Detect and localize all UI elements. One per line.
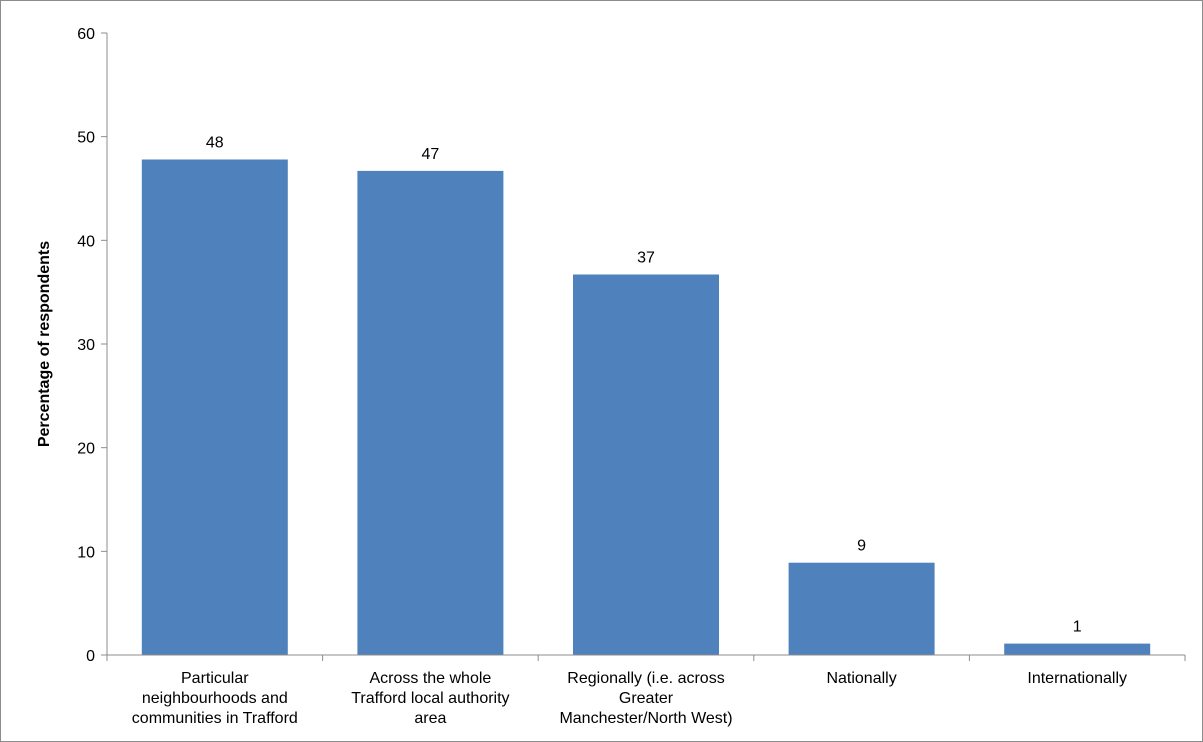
x-tick-label-1: Across the whole Trafford local authority… xyxy=(351,670,509,727)
x-tick-label-line: Trafford local authority xyxy=(351,690,509,707)
x-tick-label-line: Manchester/North West) xyxy=(559,710,732,727)
axes-group xyxy=(101,32,1186,661)
y-axis-title: Percentage of respondents xyxy=(36,241,53,447)
x-tick-label-line: Internationally xyxy=(1027,670,1127,687)
bars-group xyxy=(141,159,1151,655)
x-tick-label-line: Across the whole xyxy=(369,670,491,687)
y-tick-label-6: 60 xyxy=(77,26,95,43)
x-tick-label-line: Nationally xyxy=(826,670,896,687)
data-label-2: 37 xyxy=(637,250,655,267)
data-label-0: 48 xyxy=(206,135,224,152)
bar-0 xyxy=(141,159,288,655)
y-tick-label-0: 0 xyxy=(86,648,95,665)
bar-2 xyxy=(573,274,719,655)
bar-4 xyxy=(1004,643,1151,655)
x-tick-label-line: area xyxy=(414,710,446,727)
x-tick-label-line: neighbourhoods and xyxy=(142,690,288,707)
bar-3 xyxy=(788,562,935,655)
y-tick-label-5: 50 xyxy=(77,130,95,147)
bar-1 xyxy=(357,170,504,655)
data-label-4: 1 xyxy=(1073,619,1082,636)
y-axis-title-group: Percentage of respondents xyxy=(36,241,53,447)
x-tick-label-4: Internationally xyxy=(1027,670,1127,687)
x-tick-label-line: communities in Trafford xyxy=(132,710,298,727)
x-tick-label-line: Greater xyxy=(619,690,674,707)
x-tick-label-0: Particular neighbourhoods and communities … xyxy=(132,670,298,727)
y-tick-label-4: 40 xyxy=(77,233,95,250)
x-tick-label-3: Nationally xyxy=(826,670,896,687)
y-tick-label-3: 30 xyxy=(77,337,95,354)
x-tick-label-line: Regionally (i.e. across xyxy=(567,670,724,687)
data-label-1: 47 xyxy=(422,146,440,163)
y-tick-label-2: 20 xyxy=(77,441,95,458)
y-tick-label-1: 10 xyxy=(77,544,95,561)
x-tick-label-2: Regionally (i.e. across Greater Manchester… xyxy=(559,670,732,727)
x-tick-label-line: Particular xyxy=(181,670,249,687)
data-label-3: 9 xyxy=(857,538,866,555)
